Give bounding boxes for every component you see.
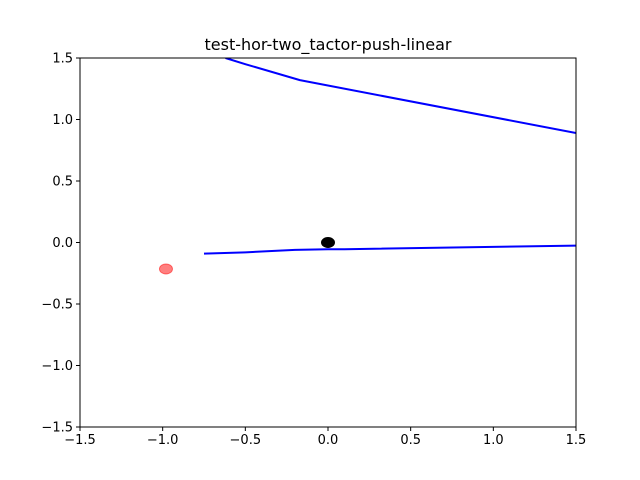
- x-tick-label: −1.5: [64, 433, 96, 448]
- y-tick-label: 1.0: [52, 113, 73, 128]
- y-tick-label: 0.5: [52, 175, 73, 190]
- x-tick-label: 0.5: [400, 433, 421, 448]
- chart-title: test-hor-two_tactor-push-linear: [205, 35, 452, 55]
- x-tick-label: −0.5: [230, 433, 262, 448]
- point-marker-1: [321, 237, 335, 248]
- x-axis: −1.5 −1.0 −0.5 0.0 0.5 1.0 1.5: [64, 427, 586, 448]
- x-tick-label: 1.5: [566, 433, 587, 448]
- y-tick-label: 1.5: [52, 52, 73, 67]
- series-line-2: [203, 244, 576, 255]
- plot-area: [158, 58, 576, 275]
- series-line-1: [225, 58, 576, 135]
- x-tick-label: 1.0: [483, 433, 504, 448]
- y-tick-label: 0.0: [52, 236, 73, 251]
- y-tick-label: −0.5: [41, 298, 73, 313]
- point-marker-2: [158, 263, 173, 275]
- y-axis: −1.5 −1.0 −0.5 0.0 0.5 1.0 1.5: [41, 52, 80, 436]
- x-tick-label: 0.0: [318, 433, 339, 448]
- x-tick-label: −1.0: [147, 433, 179, 448]
- y-tick-label: −1.0: [41, 359, 73, 374]
- y-tick-label: −1.5: [41, 421, 73, 436]
